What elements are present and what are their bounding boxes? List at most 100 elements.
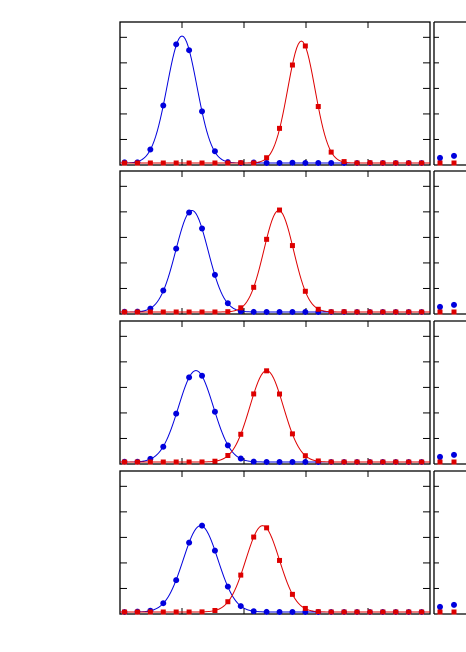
panel-4-series-2-point — [380, 609, 386, 615]
panel-4-series-1-point — [276, 608, 283, 615]
panel-4-series-1-point — [211, 547, 218, 554]
panel-3-series-2-point — [289, 431, 295, 437]
panel-2-series-2-point — [134, 309, 140, 315]
panel-2-series-2-point — [122, 309, 128, 315]
panel-2-series-2-point — [315, 306, 321, 312]
panel-3-series-2-point — [393, 459, 399, 465]
panel-1-series-1-point — [302, 160, 309, 166]
panel-3-series-2-point — [367, 459, 373, 465]
panel-1-series-1-point — [315, 160, 322, 166]
panel-4-series-2-point — [302, 605, 308, 611]
panel-2-series-2-point — [328, 309, 334, 315]
panel-4-series-2-point — [354, 609, 360, 615]
panel-1-series-1-point — [276, 160, 283, 166]
panel-2-series-2-point — [264, 236, 270, 242]
panel-3-series-1-point — [289, 458, 296, 465]
panel-3-series-2-point — [199, 459, 205, 465]
panel-4-series-2-point — [341, 609, 347, 615]
panel-2-series-1-right-point — [437, 303, 443, 310]
panel-4-series-2-point — [199, 609, 205, 615]
panel-1-series-2-point — [341, 159, 347, 165]
panel-1-series-2-point — [328, 149, 334, 155]
panel-2-series-2-fit-line — [120, 209, 430, 313]
panel-4-series-2-right-point — [437, 609, 443, 615]
panel-2-series-1-point — [199, 225, 206, 232]
panel-3-series-2-point — [212, 458, 218, 464]
panel-2-series-2-point — [238, 305, 244, 311]
panel-2-series-2-point — [212, 309, 218, 315]
panel-4-series-2-point — [134, 609, 140, 615]
panel-1-series-2-point — [315, 104, 321, 110]
panel-2-series-1-point — [224, 300, 231, 307]
panel-3-series-2-point — [238, 431, 244, 437]
panel-3-series-2-point — [406, 459, 412, 465]
panel-1-series-2-point — [393, 160, 399, 166]
panel-2-series-2-point — [199, 309, 205, 315]
panel-2-series-2-point — [251, 284, 257, 290]
panel-3-series-2-point — [419, 459, 425, 465]
panel-3-series-1-point — [237, 455, 244, 462]
panel-3-series-2-point — [354, 459, 360, 465]
panel-3-series-1-point — [302, 459, 309, 465]
panel-2-series-1-point — [211, 271, 218, 278]
panel-4-series-2-point — [289, 591, 295, 597]
panel-1-series-1-point — [211, 148, 218, 155]
panel-3-series-1-point — [211, 408, 218, 415]
panel-3-series-2-right-point — [437, 459, 443, 465]
panel-4-series-2-point — [160, 609, 166, 615]
panel-1-series-2-point — [173, 160, 179, 166]
panel-3-series-2-point — [380, 459, 386, 465]
panel-2-series-2-point — [173, 309, 179, 315]
panel-3-series-1-fit-line — [120, 370, 430, 463]
panel-4-series-2-point — [173, 609, 179, 615]
panel-4-series-1-point — [289, 608, 296, 615]
panel-2-series-2-point — [341, 309, 347, 315]
panel-1-series-1-point — [199, 108, 206, 115]
panel-2-series-2-point — [302, 288, 308, 294]
panel-1-series-2-point — [251, 160, 257, 166]
panel-4-series-2-point — [186, 609, 192, 615]
panel-3-series-2-point — [134, 459, 140, 465]
panel-2-series-1-point — [186, 209, 193, 216]
panel-1-series-2-point — [380, 160, 386, 166]
panel-1-series-2-point — [134, 160, 140, 166]
panel-4-series-2-point — [315, 609, 321, 615]
panel-1-series-2-point — [199, 160, 205, 166]
panel-4-series-2-point — [225, 599, 231, 605]
panel-1-series-2-point — [225, 160, 231, 166]
panel-4-series-1-point — [186, 539, 193, 546]
panel-3-series-2-point — [160, 459, 166, 465]
panel-1-series-1-point — [289, 159, 296, 166]
panel-4-series-2-point — [419, 609, 425, 615]
panel-2-series-1-point — [263, 308, 270, 315]
panel-2-series-1-point — [250, 308, 257, 315]
panel-3-series-1-point — [199, 372, 206, 379]
panel-3-series-2-point — [122, 459, 128, 465]
panel-1-series-2-point — [354, 160, 360, 166]
panel-2-series-2-point — [225, 309, 231, 315]
panel-2-series-2-point — [367, 309, 373, 315]
panel-4-series-2-point — [367, 609, 373, 615]
panel-1-series-1-point — [160, 102, 167, 109]
panel-4-series-2-point — [122, 609, 128, 615]
panel-1-series-2-right-point — [437, 160, 443, 166]
panel-4-series-2-point — [328, 609, 334, 615]
panel-3-series-1-right-point — [451, 451, 457, 458]
panel-3-series-2-point — [277, 391, 283, 397]
panel-3-series-2-right-point — [451, 459, 457, 465]
panel-3-series-1-point — [224, 442, 231, 449]
panel-4-series-2-point — [277, 557, 283, 563]
panel-2-series-2-point — [354, 309, 360, 315]
panel-4-series-1-point — [237, 603, 244, 610]
panel-3-series-2-point — [341, 459, 347, 465]
panel-4-series-1-point — [160, 600, 167, 607]
panel-2-series-2-point — [419, 309, 425, 315]
panel-2-series-2-right-point — [437, 309, 443, 315]
panel-4-series-2-point — [251, 534, 257, 540]
panel-1-series-2-point — [160, 160, 166, 166]
panel-1-series-2-point — [277, 125, 283, 131]
panel-1-series-2-fit-line — [120, 40, 430, 164]
panel-3-series-2-point — [264, 368, 270, 374]
panel-4-series-1-point — [250, 608, 257, 615]
panel-2-series-2-point — [406, 309, 412, 315]
